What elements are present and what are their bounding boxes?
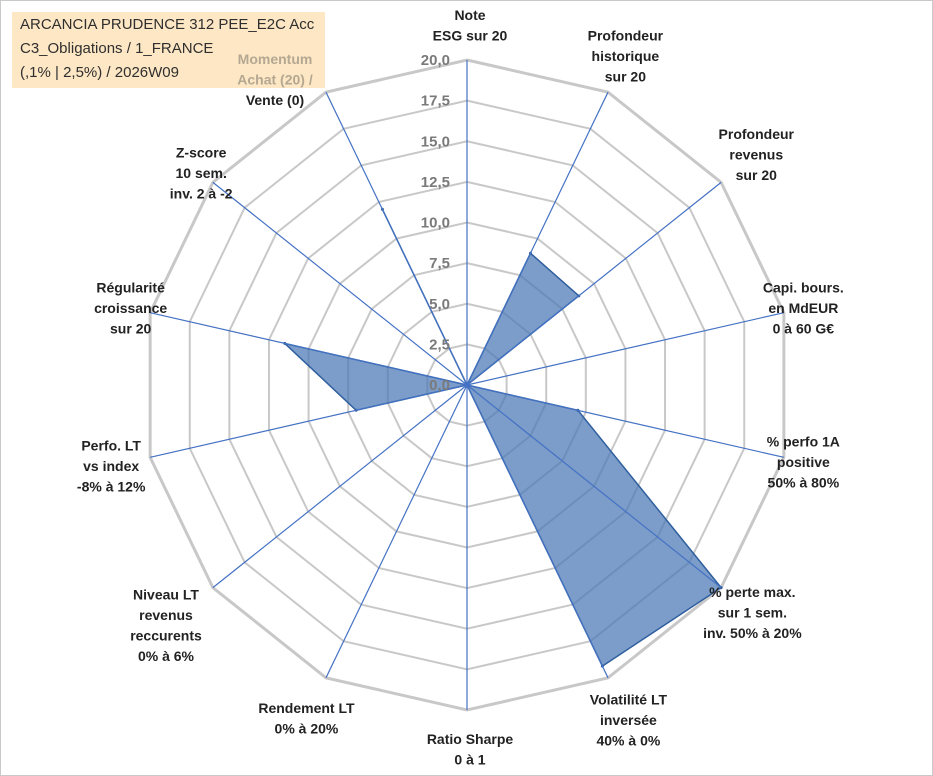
spoke-13	[325, 91, 468, 386]
axis-label-13-line-0: Momentum	[238, 51, 313, 67]
axis-label-3-line-0: Capi. bours.	[763, 280, 844, 296]
axis-label-1-line-1: historique	[592, 48, 660, 64]
spoke-11	[150, 312, 468, 386]
axis-label-8-line-0: Rendement LT	[258, 700, 355, 716]
axis-label-2-line-0: Profondeur	[719, 126, 795, 142]
spoke-3	[466, 312, 784, 386]
tick-label-7: 17,5	[421, 93, 450, 110]
radar-axis-labels: Note ESG sur 20 Profondeur historique sur 20…	[77, 7, 844, 768]
spoke-1	[466, 91, 609, 386]
fund-category: C3_Obligations / 1_FRANCE	[20, 40, 214, 57]
axis-label-6-line-1: inversée	[600, 712, 657, 728]
axis-label-12: Z-score 10 sem. inv. 2 à -2	[170, 145, 233, 202]
spoke-8	[325, 384, 468, 679]
tick-label-1: 2,5	[429, 336, 450, 353]
axis-label-12-line-0: Z-score	[176, 145, 227, 161]
tick-label-3: 7,5	[429, 255, 450, 272]
axis-label-2-line-1: revenus	[729, 146, 783, 162]
spoke-2	[466, 181, 722, 386]
fund-info-box: ARCANCIA PRUDENCE 312 PEE_E2C Acc C3_Obl…	[12, 12, 325, 88]
axis-label-9-line-3: 0% à 6%	[138, 648, 195, 664]
axis-label-10-line-0: Perfo. LT	[81, 438, 141, 454]
axis-label-8: Rendement LT 0% à 20%	[258, 700, 355, 737]
axis-label-5-line-2: inv. 50% à 20%	[703, 625, 802, 641]
tick-label-8: 20,0	[421, 52, 450, 69]
axis-label-10-line-2: -8% à 12%	[77, 479, 146, 495]
axis-label-9-line-1: revenus	[139, 607, 193, 623]
axis-label-9-line-0: Niveau LT	[133, 586, 199, 602]
axis-label-4: % perfo 1A positive 50% à 80%	[767, 433, 840, 490]
radar-spokes	[150, 60, 784, 710]
axis-label-6-line-0: Volatilité LT	[590, 692, 668, 708]
axis-label-0-line-0: Note	[454, 7, 485, 23]
spoke-4	[466, 384, 784, 458]
axis-label-0: Note ESG sur 20	[433, 7, 508, 44]
axis-label-5-line-0: % perte max.	[709, 584, 795, 600]
tick-label-6: 15,0	[421, 133, 450, 150]
tick-label-4: 10,0	[421, 215, 450, 232]
spoke-10	[150, 384, 468, 458]
axis-label-7: Ratio Sharpe 0 à 1	[427, 731, 514, 768]
axis-label-5: % perte max. sur 1 sem. inv. 50% à 20%	[703, 584, 802, 641]
axis-label-7-line-0: Ratio Sharpe	[427, 731, 514, 747]
axis-label-13-line-2: Vente (0)	[246, 92, 304, 108]
axis-label-2-line-2: sur 20	[736, 167, 777, 183]
axis-label-13: Momentum Achat (20) / Vente (0)	[237, 51, 313, 108]
axis-label-1-line-2: sur 20	[605, 69, 646, 85]
tick-label-0: 0,0	[429, 377, 450, 394]
radar-tick-labels: 0,0 2,5 5,0 7,5 10,0 12,5 15,0 17,5 20,0	[421, 52, 450, 394]
axis-label-11-line-0: Régularité	[96, 280, 165, 296]
axis-label-12-line-1: 10 sem.	[175, 165, 226, 181]
axis-label-6-line-2: 40% à 0%	[596, 733, 660, 749]
axis-label-12-line-2: inv. 2 à -2	[170, 186, 233, 202]
axis-label-3-line-2: 0 à 60 G€	[773, 321, 835, 337]
spoke-5	[466, 384, 722, 589]
spoke-12	[212, 181, 468, 386]
axis-label-1-line-0: Profondeur	[588, 28, 664, 44]
axis-label-1: Profondeur historique sur 20	[588, 28, 664, 85]
axis-label-11-line-1: croissance	[94, 300, 167, 316]
axis-label-9-line-2: reccurents	[130, 627, 202, 643]
axis-label-10: Perfo. LT vs index -8% à 12%	[77, 438, 146, 495]
fund-name: ARCANCIA PRUDENCE 312 PEE_E2C Acc	[20, 16, 315, 33]
axis-label-0-line-1: ESG sur 20	[433, 28, 508, 44]
axis-label-10-line-1: vs index	[83, 458, 139, 474]
axis-label-3-line-1: en MdEUR	[768, 300, 838, 316]
axis-label-7-line-1: 0 à 1	[454, 752, 485, 768]
axis-label-5-line-1: sur 1 sem.	[718, 605, 787, 621]
axis-label-9: Niveau LT revenus reccurents 0% à 6%	[130, 586, 202, 664]
axis-label-4-line-2: 50% à 80%	[768, 474, 840, 490]
axis-label-8-line-1: 0% à 20%	[275, 721, 339, 737]
tick-label-2: 5,0	[429, 296, 450, 313]
axis-label-2: Profondeur revenus sur 20	[719, 126, 795, 183]
axis-label-13-line-1: Achat (20) /	[237, 72, 313, 88]
axis-label-11-line-2: sur 20	[110, 321, 151, 337]
fund-period: (,1% | 2,5%) / 2026W09	[20, 64, 179, 81]
tick-label-5: 12,5	[421, 174, 450, 191]
axis-label-3: Capi. bours. en MdEUR 0 à 60 G€	[763, 280, 844, 337]
axis-label-11: Régularité croissance sur 20	[94, 280, 167, 337]
axis-label-4-line-0: % perfo 1A	[767, 433, 840, 449]
series-area-0	[282, 208, 723, 668]
axis-label-6: Volatilité LT inversée 40% à 0%	[590, 692, 668, 749]
spoke-6	[466, 384, 609, 679]
spoke-9	[212, 384, 468, 589]
axis-label-4-line-1: positive	[777, 454, 830, 470]
